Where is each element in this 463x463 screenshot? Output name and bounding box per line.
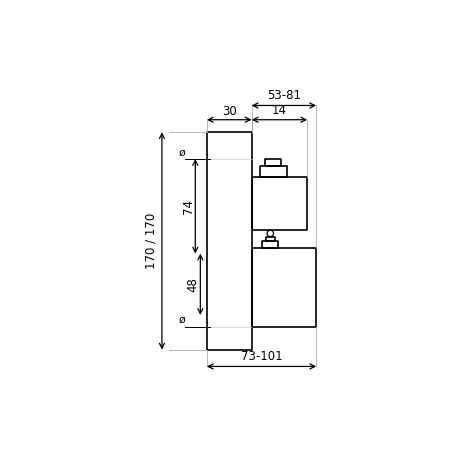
Text: 48: 48 (187, 277, 200, 292)
Text: 14: 14 (272, 104, 287, 117)
Text: ø: ø (179, 148, 186, 157)
Text: 73-101: 73-101 (241, 350, 282, 363)
Text: 53-81: 53-81 (267, 89, 301, 102)
Text: 74: 74 (181, 199, 194, 214)
Text: 170 / 170: 170 / 170 (144, 213, 158, 269)
Text: ø: ø (179, 315, 186, 325)
Text: 30: 30 (222, 105, 237, 118)
